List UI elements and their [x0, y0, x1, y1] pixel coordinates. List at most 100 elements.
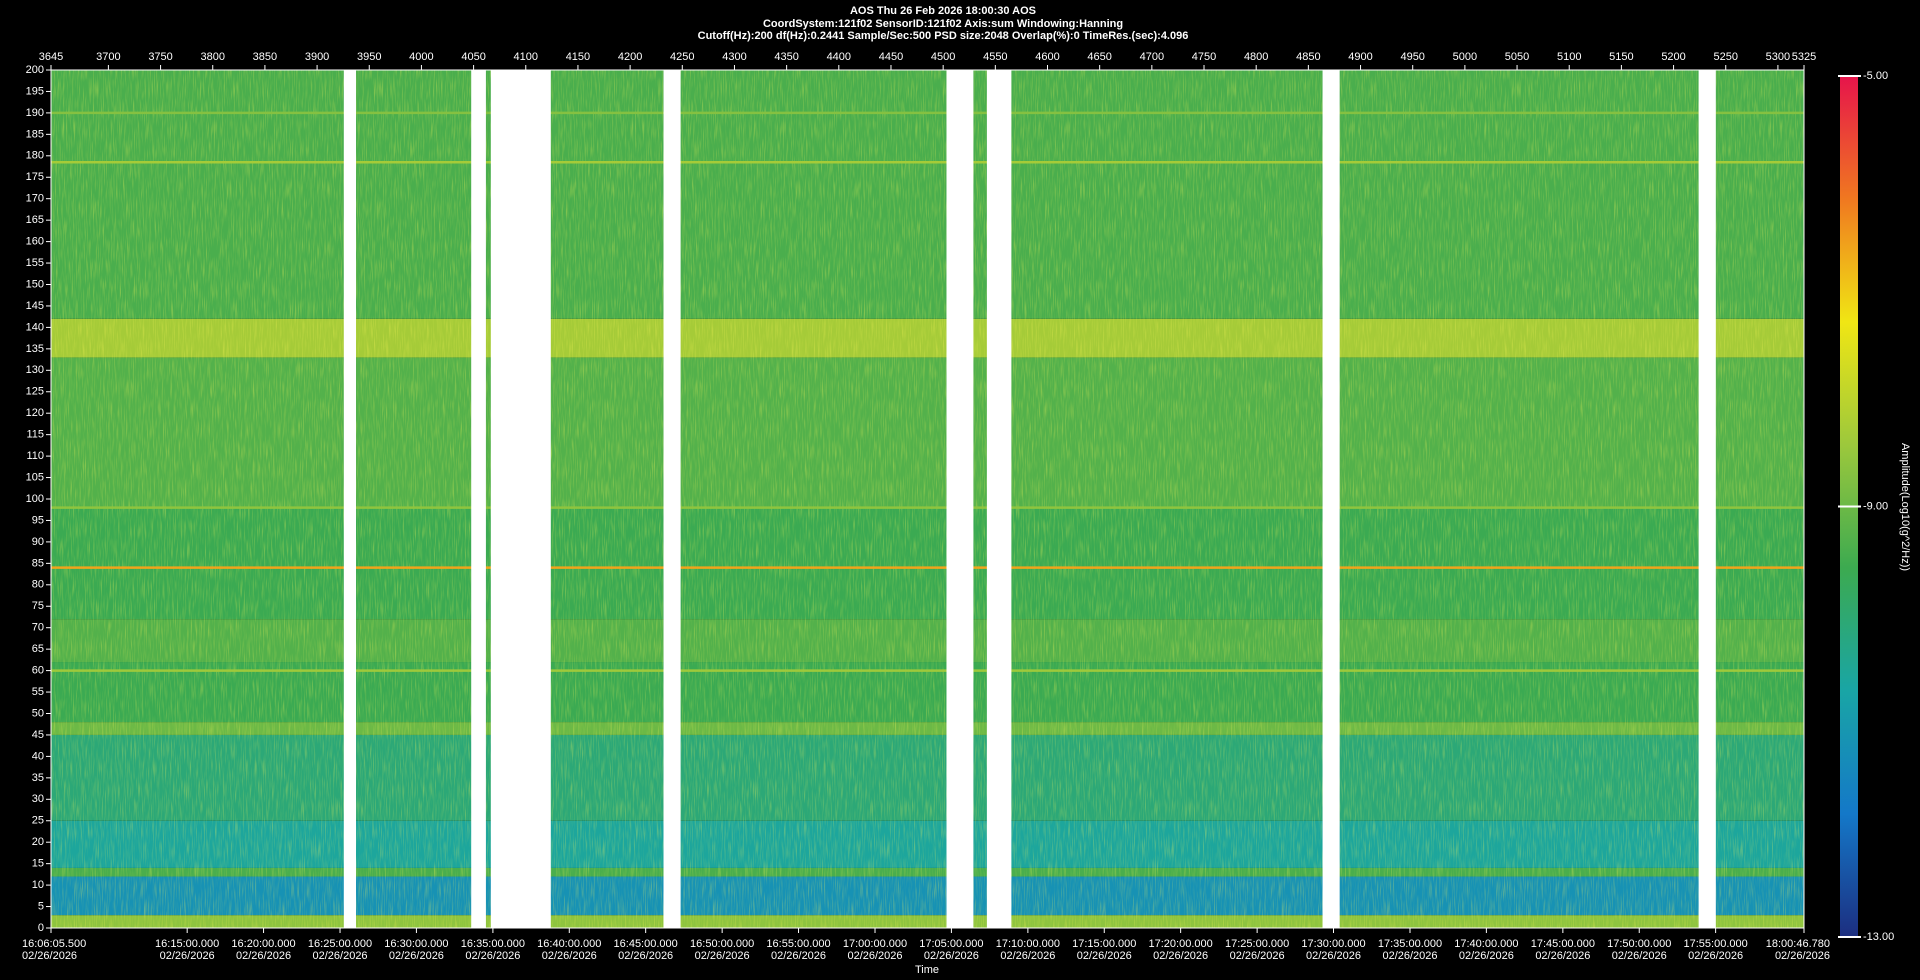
top-tick-label: 4400 [827, 51, 851, 63]
top-tick-label: 5050 [1505, 51, 1529, 63]
top-tick-label: 4150 [566, 51, 590, 63]
top-tick-label: 5300 [1766, 51, 1790, 63]
y-tick-label: 95 [32, 514, 44, 526]
data-gap [490, 70, 551, 928]
title: AOS Thu 26 Feb 2026 18:00:30 AOS [850, 5, 1036, 17]
y-tick-label: 195 [26, 85, 44, 97]
y-tick-label: 185 [26, 128, 44, 140]
top-tick-label: 3800 [200, 51, 224, 63]
top-tick-label: 4350 [774, 51, 798, 63]
subtitle: Cutoff(Hz):200 df(Hz):0.2441 Sample/Sec:… [698, 30, 1189, 42]
colorbar-tick-label: -5.00 [1863, 70, 1888, 82]
top-tick-label: 4100 [514, 51, 538, 63]
y-tick-label: 55 [32, 686, 44, 698]
date-label: 02/26/2026 [1153, 950, 1208, 962]
time-tick-label: 16:15:00.000 [155, 938, 219, 950]
date-label: 02/26/2026 [695, 950, 750, 962]
date-label: 02/26/2026 [1612, 950, 1667, 962]
y-tick-label: 10 [32, 879, 44, 891]
y-tick-label: 120 [26, 407, 44, 419]
subtitle: CoordSystem:121f02 SensorID:121f02 Axis:… [763, 18, 1123, 30]
time-tick-label: 17:10:00.000 [996, 938, 1060, 950]
date-label: 02/26/2026 [1688, 950, 1743, 962]
y-tick-label: 170 [26, 193, 44, 205]
date-label: 02/26/2026 [1535, 950, 1590, 962]
date-label: 02/26/2026 [1382, 950, 1437, 962]
time-tick-label: 18:00:46.780 [1766, 938, 1830, 950]
top-tick-label: 4950 [1400, 51, 1424, 63]
time-tick-label: 17:35:00.000 [1378, 938, 1442, 950]
date-label: 02/26/2026 [1459, 950, 1514, 962]
y-tick-label: 80 [32, 579, 44, 591]
y-tick-label: 50 [32, 707, 44, 719]
top-tick-label: 3950 [357, 51, 381, 63]
time-tick-label: 17:05:00.000 [919, 938, 983, 950]
date-label: 02/26/2026 [465, 950, 520, 962]
top-tick-label: 4650 [1087, 51, 1111, 63]
y-tick-label: 150 [26, 278, 44, 290]
y-tick-label: 130 [26, 364, 44, 376]
top-tick-label: 3850 [253, 51, 277, 63]
y-tick-label: 190 [26, 107, 44, 119]
y-tick-label: 155 [26, 257, 44, 269]
date-label: 02/26/2026 [1230, 950, 1285, 962]
date-label: 02/26/2026 [1775, 950, 1830, 962]
y-tick-label: 125 [26, 386, 44, 398]
top-tick-label: 5325 [1792, 51, 1816, 63]
date-label: 02/26/2026 [1306, 950, 1361, 962]
y-tick-label: 0 [38, 922, 44, 934]
date-label: 02/26/2026 [618, 950, 673, 962]
top-tick-label: 4000 [409, 51, 433, 63]
y-tick-label: 115 [26, 429, 44, 441]
time-tick-label: 16:40:00.000 [537, 938, 601, 950]
data-gap [471, 70, 486, 928]
y-tick-label: 40 [32, 750, 44, 762]
texture [51, 70, 1804, 928]
y-tick-label: 85 [32, 557, 44, 569]
top-tick-label: 3900 [305, 51, 329, 63]
top-tick-label: 4700 [1140, 51, 1164, 63]
y-tick-label: 140 [26, 321, 44, 333]
top-tick-label: 4800 [1244, 51, 1268, 63]
y-tick-label: 70 [32, 622, 44, 634]
data-gap [1322, 70, 1340, 928]
y-tick-label: 165 [26, 214, 44, 226]
top-tick-label: 5150 [1609, 51, 1633, 63]
top-tick-label: 4250 [670, 51, 694, 63]
y-tick-label: 105 [26, 471, 44, 483]
top-tick-label: 5200 [1661, 51, 1685, 63]
top-tick-label: 4750 [1192, 51, 1216, 63]
top-tick-label: 4900 [1348, 51, 1372, 63]
y-tick-label: 30 [32, 793, 44, 805]
colorbar-tick-label: -13.00 [1863, 931, 1894, 943]
top-tick-label: 5250 [1713, 51, 1737, 63]
top-tick-label: 3750 [148, 51, 172, 63]
top-tick-label: 4600 [1035, 51, 1059, 63]
y-tick-label: 60 [32, 665, 44, 677]
colorbar-label: Amplitude(Log10(g^2/Hz)) [1899, 443, 1911, 571]
time-tick-label: 16:25:00.000 [308, 938, 372, 950]
y-tick-label: 5 [38, 900, 44, 912]
y-tick-label: 65 [32, 643, 44, 655]
spectrogram [51, 70, 1804, 928]
top-tick-label: 5000 [1453, 51, 1477, 63]
y-tick-label: 145 [26, 300, 44, 312]
date-label: 02/26/2026 [924, 950, 979, 962]
time-tick-label: 16:45:00.000 [614, 938, 678, 950]
top-tick-label: 4200 [618, 51, 642, 63]
time-tick-label: 17:40:00.000 [1454, 938, 1518, 950]
time-tick-label: 16:50:00.000 [690, 938, 754, 950]
y-tick-label: 20 [32, 836, 44, 848]
top-tick-label: 4500 [931, 51, 955, 63]
data-gap [1698, 70, 1716, 928]
time-tick-label: 16:35:00.000 [461, 938, 525, 950]
date-label: 02/26/2026 [1077, 950, 1132, 962]
time-tick-label: 16:30:00.000 [384, 938, 448, 950]
time-tick-label: 17:15:00.000 [1072, 938, 1136, 950]
y-tick-label: 160 [26, 236, 44, 248]
date-label: 02/26/2026 [313, 950, 368, 962]
top-tick-label: 4850 [1296, 51, 1320, 63]
date-label: 02/26/2026 [389, 950, 444, 962]
y-tick-label: 15 [32, 858, 44, 870]
